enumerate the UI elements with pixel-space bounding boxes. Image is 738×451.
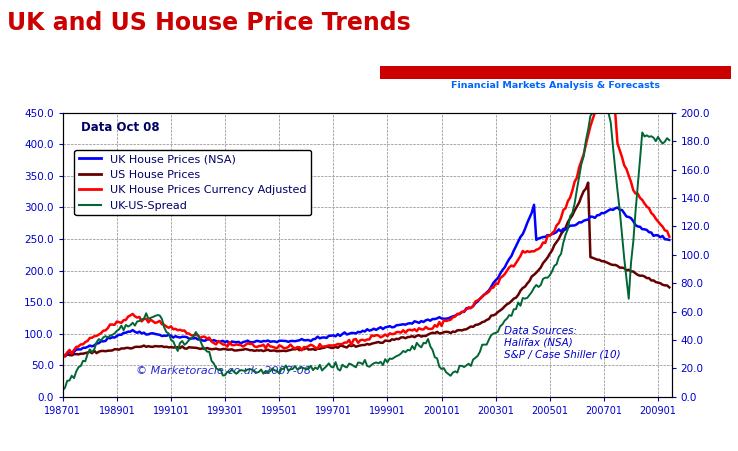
UK-US-Spread: [58, 387, 67, 393]
Legend: UK House Prices (NSA), US House Prices, UK House Prices Currency Adjusted, UK-US: UK House Prices (NSA), US House Prices, …: [75, 150, 311, 215]
US House Prices: [153, 344, 162, 349]
UK House Prices Currency Adjusted: [408, 328, 417, 333]
Text: UK and US House Price Trends: UK and US House Price Trends: [7, 11, 411, 35]
UK-US-Spread: [588, 110, 597, 115]
UK House Prices Currency Adjusted: [153, 319, 162, 325]
Text: Financial Markets Analysis & Forecasts: Financial Markets Analysis & Forecasts: [451, 81, 660, 90]
UK House Prices Currency Adjusted: [61, 353, 69, 359]
Line: UK House Prices Currency Adjusted: UK House Prices Currency Adjusted: [63, 113, 669, 356]
UK House Prices Currency Adjusted: [58, 352, 67, 358]
UK House Prices Currency Adjusted: [268, 344, 277, 350]
UK House Prices (NSA): [473, 299, 482, 304]
US House Prices: [223, 347, 232, 352]
UK House Prices (NSA): [406, 321, 415, 326]
UK House Prices Currency Adjusted: [590, 110, 599, 115]
UK-US-Spread: [473, 353, 482, 359]
UK House Prices (NSA): [665, 237, 674, 243]
US House Prices: [584, 180, 593, 185]
Text: Data Oct 08: Data Oct 08: [81, 121, 159, 134]
US House Prices: [61, 354, 69, 359]
UK House Prices Currency Adjusted: [475, 296, 484, 302]
UK-US-Spread: [406, 348, 415, 353]
UK House Prices Currency Adjusted: [223, 344, 232, 349]
UK House Prices (NSA): [81, 345, 90, 350]
UK House Prices Currency Adjusted: [83, 338, 92, 344]
Line: UK-US-Spread: UK-US-Spread: [63, 113, 669, 390]
UK House Prices (NSA): [530, 202, 539, 207]
UK-US-Spread: [221, 373, 230, 378]
UK House Prices Currency Adjusted: [665, 234, 674, 239]
UK-US-Spread: [266, 368, 275, 374]
Text: © Marketoracle.co.uk  2007-08: © Marketoracle.co.uk 2007-08: [136, 366, 311, 376]
Text: Data Sources:
Halifax (NSA)
S&P / Case Shiller (10): Data Sources: Halifax (NSA) S&P / Case S…: [504, 326, 621, 359]
UK House Prices (NSA): [58, 353, 67, 358]
UK House Prices (NSA): [221, 340, 230, 345]
UK House Prices (NSA): [151, 331, 159, 337]
Line: US House Prices: US House Prices: [63, 183, 669, 356]
US House Prices: [58, 352, 67, 358]
Text: MarketOracle.co.uk: MarketOracle.co.uk: [474, 27, 651, 42]
US House Prices: [665, 285, 674, 290]
US House Prices: [408, 333, 417, 339]
US House Prices: [268, 348, 277, 353]
UK House Prices (NSA): [266, 339, 275, 345]
US House Prices: [475, 321, 484, 327]
UK-US-Spread: [665, 138, 674, 143]
US House Prices: [83, 350, 92, 355]
UK-US-Spread: [151, 313, 159, 318]
Line: UK House Prices (NSA): UK House Prices (NSA): [63, 205, 669, 355]
Bar: [380, 65, 731, 79]
UK-US-Spread: [81, 359, 90, 364]
